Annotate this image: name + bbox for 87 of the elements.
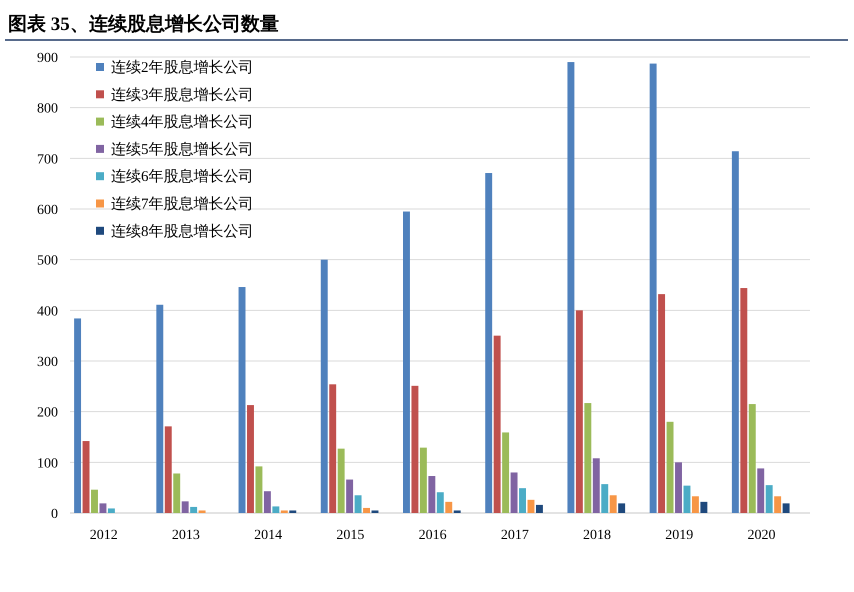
bar <box>592 458 600 513</box>
bar <box>510 472 518 513</box>
legend-label: 连续5年股息增长公司 <box>111 140 254 158</box>
bar <box>74 318 82 513</box>
bar <box>494 336 501 513</box>
bar <box>99 503 106 513</box>
bar <box>272 506 280 513</box>
bar <box>618 503 626 513</box>
bar <box>289 510 296 513</box>
y-tick-label: 600 <box>37 203 58 218</box>
x-tick-label: 2015 <box>336 528 364 543</box>
bar <box>255 466 262 513</box>
x-tick-label: 2017 <box>500 528 529 543</box>
bar <box>338 448 345 513</box>
x-tick-label: 2019 <box>665 528 694 543</box>
bar <box>182 501 189 513</box>
bar <box>420 448 427 513</box>
bar <box>748 404 756 513</box>
bar <box>766 485 773 513</box>
bar <box>485 173 492 513</box>
bar <box>774 496 782 513</box>
bar <box>567 62 574 513</box>
y-tick-label: 100 <box>37 456 58 472</box>
bar <box>536 504 543 513</box>
bar <box>372 510 378 513</box>
bar <box>700 502 708 513</box>
bar <box>164 426 172 513</box>
bar <box>584 403 592 513</box>
bar <box>173 473 180 513</box>
legend-label: 连续8年股息增长公司 <box>111 222 254 240</box>
y-tick-label: 800 <box>37 102 58 117</box>
bar <box>683 486 690 513</box>
y-tick-label: 900 <box>37 51 58 66</box>
x-tick-label: 2018 <box>583 528 612 543</box>
bar <box>519 488 526 513</box>
bar <box>346 480 354 513</box>
bar <box>198 510 206 513</box>
y-tick-label: 0 <box>51 507 58 522</box>
legend-label: 连续2年股息增长公司 <box>111 59 254 76</box>
y-tick-label: 300 <box>37 355 58 370</box>
bar <box>91 490 98 513</box>
bar <box>411 386 418 513</box>
bar <box>320 260 328 513</box>
chart-title: 图表 35、连续股息增长公司数量 <box>8 13 279 35</box>
bar <box>675 462 682 513</box>
bar <box>650 64 657 513</box>
bar <box>740 288 748 513</box>
bar <box>247 405 254 513</box>
bar <box>782 503 790 513</box>
x-tick-label: 2020 <box>747 528 776 543</box>
bar <box>601 484 608 513</box>
bar <box>354 495 362 513</box>
bar <box>576 310 583 513</box>
bar <box>280 510 288 513</box>
bar <box>502 432 510 513</box>
x-tick-label: 2016 <box>418 528 447 543</box>
bar <box>156 304 164 513</box>
bar <box>329 384 336 513</box>
bar <box>454 510 461 513</box>
bar <box>264 491 271 513</box>
bar <box>82 441 90 513</box>
bar <box>528 500 534 513</box>
x-tick-label: 2014 <box>254 528 282 543</box>
bar <box>445 502 452 513</box>
bar <box>108 508 115 513</box>
bar <box>658 294 666 513</box>
bar <box>190 506 198 513</box>
x-tick-label: 2012 <box>90 528 118 543</box>
bar <box>692 496 699 513</box>
bar <box>428 476 436 513</box>
legend-label: 连续3年股息增长公司 <box>111 86 254 104</box>
bar <box>436 492 444 513</box>
bar <box>363 508 370 513</box>
bar <box>238 287 246 513</box>
bar <box>666 422 674 513</box>
bar <box>757 468 764 513</box>
y-tick-label: 400 <box>37 304 58 320</box>
y-tick-label: 700 <box>37 152 58 168</box>
bar <box>732 151 739 513</box>
bar <box>610 495 617 513</box>
y-tick-label: 200 <box>37 406 58 421</box>
y-tick-label: 500 <box>37 254 58 269</box>
bar <box>403 212 410 513</box>
legend-label: 连续6年股息增长公司 <box>111 168 254 186</box>
legend-label: 连续7年股息增长公司 <box>111 196 254 212</box>
legend-label: 连续4年股息增长公司 <box>111 114 254 131</box>
x-tick-label: 2013 <box>172 528 200 543</box>
